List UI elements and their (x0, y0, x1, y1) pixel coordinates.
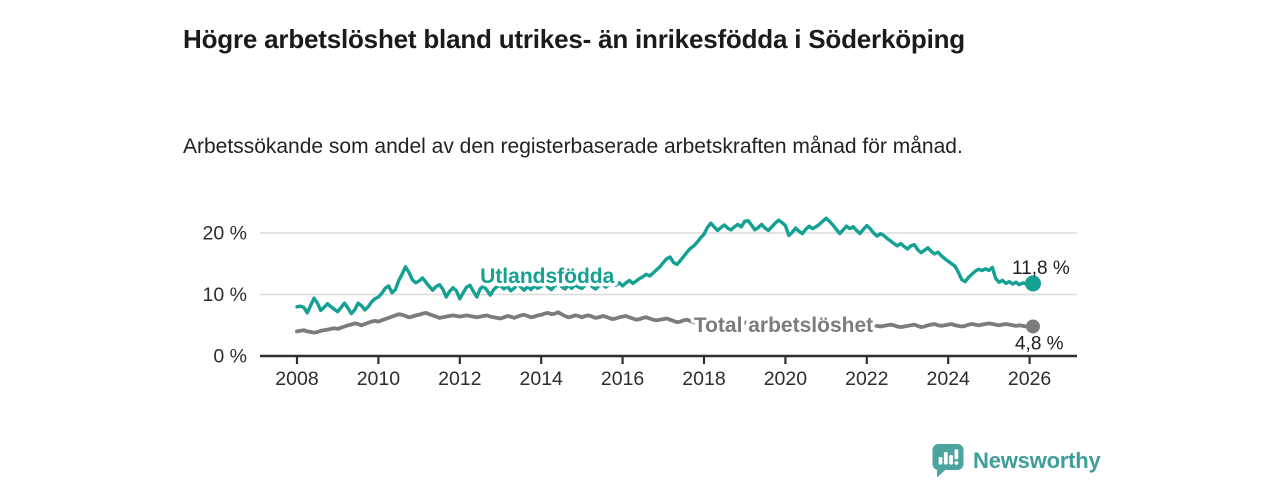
newsworthy-wordmark: Newsworthy (973, 447, 1101, 473)
series-label: Utlandsfödda (480, 265, 614, 288)
y-axis-label: 10 % (203, 284, 247, 306)
x-axis-label: 2008 (275, 368, 318, 390)
series-end-value: 11,8 % (1012, 258, 1070, 279)
newsworthy-logo: Newsworthy (932, 443, 1101, 478)
bar-chart-speech-bubble-icon (932, 444, 964, 478)
x-axis-label: 2026 (1008, 368, 1051, 390)
y-axis-label: 20 % (203, 223, 247, 245)
x-axis-label: 2010 (357, 368, 401, 390)
series-label: Total arbetslöshet (694, 314, 873, 337)
chart-title: Högre arbetslöshet bland utrikes- än inr… (183, 24, 965, 55)
x-axis-label: 2022 (845, 368, 888, 390)
y-axis-label: 0 % (213, 346, 247, 368)
line-chart: 0 % 10 % 20 % Utlandsfödda Total arbetslöshe… (203, 216, 1077, 390)
series-end-dot (1025, 319, 1040, 334)
series-end-dot (1024, 275, 1041, 292)
chart-subtitle: Arbetssökande som andel av den registerb… (183, 135, 963, 158)
x-axis-label: 2020 (764, 368, 808, 390)
x-axis-label: 2014 (520, 368, 564, 390)
x-axis-label: 2012 (438, 368, 481, 390)
series-line-total (295, 310, 1035, 335)
x-axis-label: 2024 (927, 368, 971, 390)
x-axis-label: 2018 (682, 368, 725, 390)
series-line-utlandsfodda (295, 216, 1035, 316)
chart-area: 0 % 10 % 20 % Utlandsfödda Total arbetslöshe… (0, 195, 1280, 410)
series-end-value: 4,8 % (1015, 333, 1064, 354)
x-axis-label: 2016 (601, 368, 644, 390)
